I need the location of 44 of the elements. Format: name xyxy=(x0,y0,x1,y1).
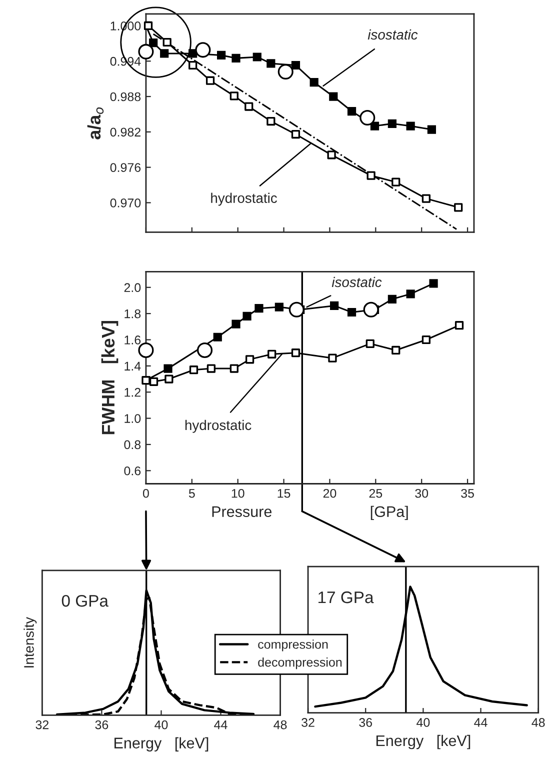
x-tick-label: 25 xyxy=(369,488,382,498)
x-tick-label: 0 xyxy=(142,488,149,498)
y-tick-label: 1.4 xyxy=(124,362,141,370)
y-tick-label: 2.0 xyxy=(124,283,141,292)
x-tick-label: 40 xyxy=(154,720,168,730)
annotation: 17 GPa xyxy=(318,591,374,604)
y-axis-title: Intensity xyxy=(24,616,37,668)
x-tick-label: 36 xyxy=(359,718,372,727)
x-tick-label: 30 xyxy=(415,488,428,498)
y-tick-label: 0.988 xyxy=(110,92,141,102)
x-axis-title: Energy [keV] xyxy=(114,737,208,752)
x-tick-label: 40 xyxy=(416,718,430,727)
y-tick-label: 1.2 xyxy=(124,388,140,397)
y-tick-label: 1.8 xyxy=(124,309,141,318)
y-tick-label: 0.6 xyxy=(124,466,141,476)
x-tick-label: 36 xyxy=(95,720,108,730)
x-axis-title: Energy [keV] xyxy=(376,734,470,750)
x-tick-label: 35 xyxy=(461,488,474,498)
x-tick-label: 20 xyxy=(323,488,336,498)
x-tick-label: 44 xyxy=(214,720,228,730)
annotation: hydrostatic xyxy=(185,420,252,433)
legend-label: decompression xyxy=(258,658,342,670)
x-tick-label: 32 xyxy=(302,718,314,727)
annotation: hydrostatic xyxy=(211,192,277,206)
annotation: isostatic xyxy=(332,276,382,288)
y-axis-title: FWHM [keV] xyxy=(101,321,118,434)
y-axis-title: a/a$_{o}$ xyxy=(87,107,104,140)
x-tick-label: 48 xyxy=(532,718,545,727)
y-tick-label: 0.970 xyxy=(110,198,141,208)
y-tick-label: 0.976 xyxy=(110,163,141,172)
y-tick-label: 0.982 xyxy=(110,128,140,137)
x-tick-label: 10 xyxy=(232,488,244,498)
y-tick-label: 0.8 xyxy=(124,440,141,450)
y-tick-label: 1.0 xyxy=(124,414,141,423)
x-tick-label: 48 xyxy=(274,720,287,730)
x-axis-title: Pressure [GPa] xyxy=(212,506,408,520)
annotation: 0 GPa xyxy=(62,594,108,607)
x-tick-label: 44 xyxy=(474,718,488,727)
x-tick-label: 5 xyxy=(188,489,195,498)
x-tick-label: 15 xyxy=(278,489,290,498)
legend-label: compression xyxy=(258,640,328,652)
annotation: isostatic xyxy=(368,29,418,40)
x-tick-label: 32 xyxy=(36,720,49,730)
y-tick-label: 1.6 xyxy=(124,336,141,344)
